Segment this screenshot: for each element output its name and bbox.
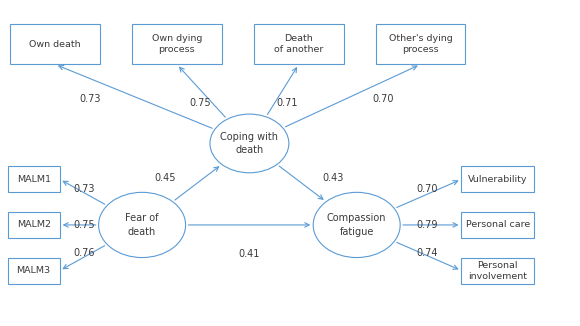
Text: MALM3: MALM3	[17, 266, 50, 275]
Text: 0.70: 0.70	[416, 184, 438, 194]
Text: 0.73: 0.73	[79, 95, 101, 104]
Text: 0.43: 0.43	[323, 173, 344, 183]
FancyBboxPatch shape	[8, 166, 60, 192]
FancyBboxPatch shape	[8, 258, 60, 284]
Text: 0.79: 0.79	[416, 220, 438, 230]
FancyBboxPatch shape	[462, 258, 534, 284]
Text: 0.76: 0.76	[73, 248, 95, 258]
Text: Personal
involvement: Personal involvement	[468, 260, 527, 281]
Ellipse shape	[210, 114, 289, 173]
Text: 0.45: 0.45	[154, 173, 176, 183]
FancyBboxPatch shape	[376, 23, 465, 64]
Text: Fear of
death: Fear of death	[125, 213, 159, 237]
FancyBboxPatch shape	[8, 212, 60, 238]
FancyBboxPatch shape	[132, 23, 222, 64]
FancyBboxPatch shape	[254, 23, 343, 64]
Text: 0.70: 0.70	[372, 95, 394, 104]
Text: 0.75: 0.75	[189, 98, 211, 108]
Text: MALM2: MALM2	[17, 220, 50, 230]
Ellipse shape	[313, 192, 400, 258]
Text: Other's dying
process: Other's dying process	[389, 34, 452, 54]
FancyBboxPatch shape	[10, 23, 100, 64]
Text: Death
of another: Death of another	[274, 34, 324, 54]
Text: 0.74: 0.74	[416, 248, 438, 258]
Text: MALM1: MALM1	[17, 175, 50, 184]
Text: Personal care: Personal care	[466, 220, 530, 230]
Text: 0.71: 0.71	[276, 98, 298, 108]
FancyBboxPatch shape	[462, 212, 534, 238]
Ellipse shape	[99, 192, 186, 258]
Text: 0.41: 0.41	[239, 249, 260, 259]
Text: Coping with
death: Coping with death	[220, 132, 278, 155]
Text: Own death: Own death	[29, 39, 81, 49]
Text: 0.75: 0.75	[73, 220, 95, 230]
FancyBboxPatch shape	[462, 166, 534, 192]
Text: Compassion
fatigue: Compassion fatigue	[327, 213, 386, 237]
Text: Vulnerability: Vulnerability	[468, 175, 527, 184]
Text: 0.73: 0.73	[73, 184, 95, 194]
Text: Own dying
process: Own dying process	[152, 34, 202, 54]
